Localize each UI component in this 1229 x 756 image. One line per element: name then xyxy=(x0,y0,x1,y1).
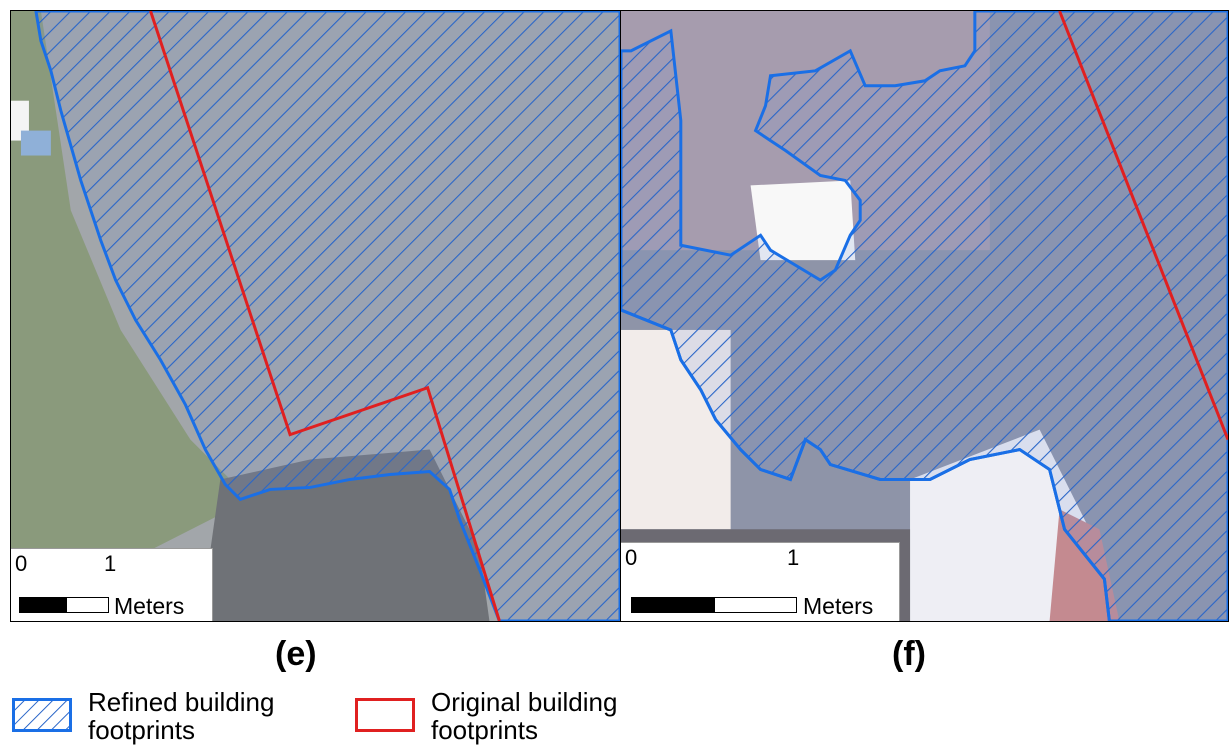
scale-tick-0: 0 xyxy=(625,545,638,570)
refined-footprint-edge xyxy=(621,11,1228,621)
scale-bar-black-segment xyxy=(632,598,715,612)
legend-item-refined: Refined building footprints xyxy=(12,688,318,744)
scale-tick-1: 1 xyxy=(104,551,117,576)
scale-bar-f: 0 1 Meters xyxy=(621,542,900,621)
legend-item-original: Original building footprints xyxy=(355,688,661,744)
scale-bar-graphic xyxy=(19,597,109,613)
scale-bar-white-segment xyxy=(714,598,796,612)
legend-label-original: Original building footprints xyxy=(431,687,618,745)
scale-unit: Meters xyxy=(114,593,185,619)
map-panel-f: 0 1 Meters xyxy=(620,10,1229,622)
original-footprint-outline xyxy=(149,11,501,621)
dark-ground-area xyxy=(200,449,490,621)
scale-bar-graphic xyxy=(631,597,797,613)
bright-roof-center xyxy=(750,180,856,261)
map-f-canvas xyxy=(621,11,1228,621)
pink-roof-area xyxy=(1049,509,1120,621)
map-e-canvas xyxy=(11,11,620,621)
legend-outline-swatch xyxy=(355,698,415,732)
map-panel-e: 0 1 Meters xyxy=(10,10,621,622)
legend-hatch-swatch xyxy=(12,698,72,732)
original-footprint-outline xyxy=(1058,11,1228,441)
refined-footprint-polygon xyxy=(34,11,620,621)
scale-unit: Meters xyxy=(803,593,874,619)
scale-tick-0: 0 xyxy=(15,551,28,576)
bright-roof-bottom xyxy=(910,429,1090,621)
panel-label-e: (e) xyxy=(275,635,317,673)
scale-bar-black-segment xyxy=(20,598,67,612)
ground-vegetation-area xyxy=(11,11,251,621)
panel-label-f: (f) xyxy=(892,635,926,673)
scale-bar-white-segment xyxy=(66,598,108,612)
legend-label-refined: Refined building footprints xyxy=(88,687,275,745)
scale-bar-e: 0 1 Meters xyxy=(11,548,213,621)
scale-tick-1: 1 xyxy=(787,545,800,570)
blue-spot xyxy=(20,130,51,156)
